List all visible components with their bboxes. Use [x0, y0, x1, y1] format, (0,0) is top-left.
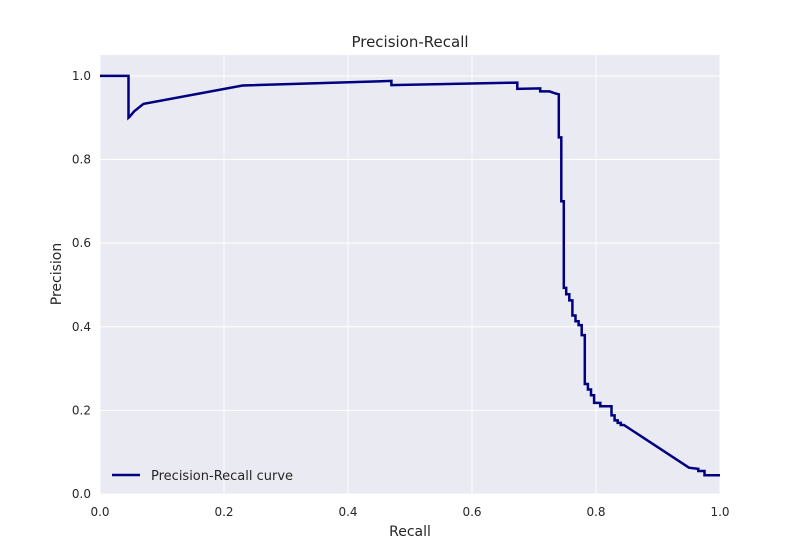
x-axis-label: Recall — [389, 524, 431, 540]
x-tick-label: 1.0 — [710, 505, 729, 519]
x-tick-label: 0.6 — [462, 505, 481, 519]
grid-lines — [99, 55, 721, 495]
y-tick-label: 0.8 — [72, 153, 91, 167]
chart-title: Precision-Recall — [351, 33, 468, 51]
y-tick-label: 0.0 — [72, 487, 91, 501]
y-tick-label: 0.6 — [72, 236, 91, 250]
x-tick-label: 0.0 — [90, 505, 109, 519]
y-tick-label: 1.0 — [72, 69, 91, 83]
x-tick-label: 0.8 — [586, 505, 605, 519]
y-tick-label: 0.2 — [72, 403, 91, 417]
y-axis-label: Precision — [49, 243, 65, 305]
y-tick-label: 0.4 — [72, 320, 91, 334]
legend-label: Precision-Recall curve — [151, 469, 293, 484]
series-layer — [100, 74, 720, 477]
x-tick-label: 0.4 — [338, 505, 357, 519]
x-tick-label: 0.2 — [214, 505, 233, 519]
tick-labels: 0.0 0.2 0.4 0.6 0.8 1.0 0.0 0.2 0.4 0.6 0.8 1.0 — [72, 69, 730, 519]
precision-recall-curve-line — [100, 74, 720, 477]
legend: Precision-Recall curve — [112, 469, 293, 484]
